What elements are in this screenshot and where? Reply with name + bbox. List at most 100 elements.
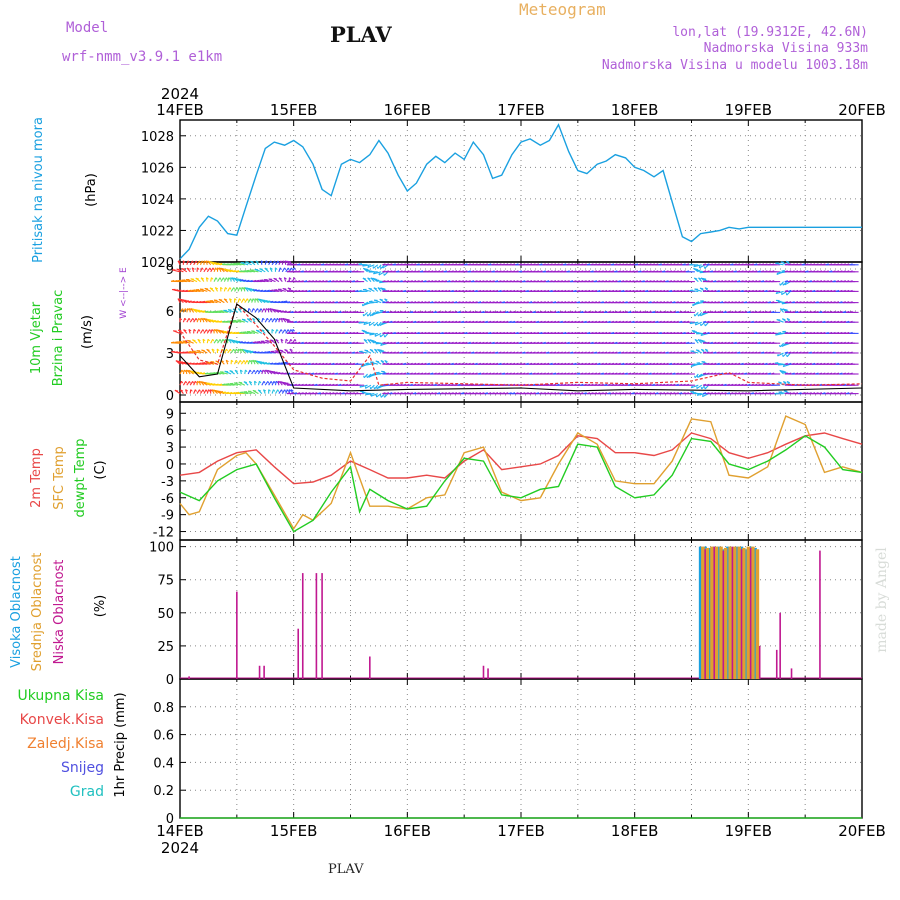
wind-barb bbox=[713, 372, 717, 375]
wind-barb bbox=[257, 317, 261, 321]
wind-barb bbox=[805, 341, 809, 344]
wind-barb bbox=[607, 351, 611, 354]
wind-barb bbox=[815, 362, 819, 365]
wind-barb bbox=[515, 280, 519, 283]
wind-barb bbox=[562, 289, 567, 292]
wind-barb bbox=[805, 289, 809, 292]
wind-barb bbox=[835, 301, 840, 304]
wind-barb bbox=[590, 341, 594, 344]
wind-barb bbox=[545, 392, 550, 395]
wind-barb bbox=[641, 383, 645, 386]
coordinates: lon,lat (19.9312E, 42.6N) bbox=[672, 25, 868, 40]
wind-barb bbox=[692, 363, 702, 366]
wind-barb bbox=[240, 287, 243, 292]
wind-barb bbox=[590, 280, 594, 283]
wind-barb bbox=[747, 301, 751, 304]
wind-barb bbox=[491, 301, 495, 304]
wind-barb bbox=[706, 301, 710, 304]
wind-barb bbox=[182, 381, 187, 386]
wind-barb bbox=[675, 280, 679, 283]
wind-barb bbox=[284, 277, 287, 280]
wind-barb bbox=[730, 341, 734, 344]
wind-barb bbox=[307, 301, 311, 304]
wind-barb bbox=[188, 318, 191, 321]
wind-barb bbox=[811, 310, 816, 313]
wind-barb bbox=[191, 300, 195, 303]
wind-barb bbox=[170, 341, 175, 344]
wind-barb bbox=[204, 287, 209, 290]
wind-barb bbox=[706, 372, 710, 375]
wind-barb bbox=[494, 331, 499, 334]
wind-barb bbox=[354, 362, 359, 365]
wind-barb bbox=[528, 341, 533, 344]
wind-barb bbox=[331, 351, 335, 354]
wind-barb bbox=[624, 280, 628, 283]
wind-barb bbox=[464, 320, 468, 323]
wind-barb bbox=[249, 369, 252, 373]
wind-barb bbox=[232, 391, 236, 394]
wind-barb bbox=[828, 289, 833, 292]
wind-barb bbox=[590, 372, 594, 375]
wind-barb bbox=[440, 280, 444, 283]
wind-barb bbox=[539, 331, 543, 334]
wind-barb bbox=[539, 320, 543, 323]
wind-barb bbox=[385, 301, 389, 304]
wind-barb bbox=[730, 320, 734, 323]
wind-barb bbox=[586, 392, 591, 395]
wind-barb bbox=[580, 372, 584, 375]
wind-barb bbox=[348, 310, 352, 313]
wind-barb bbox=[818, 310, 823, 313]
wind-barb bbox=[426, 392, 430, 395]
wind-barb bbox=[277, 317, 279, 321]
wind-barb bbox=[610, 280, 615, 283]
wind-barb bbox=[368, 300, 373, 303]
wind-barb bbox=[600, 280, 604, 283]
wind-barb bbox=[426, 362, 430, 365]
station-title: PLAV bbox=[330, 22, 392, 47]
wind-barb bbox=[450, 383, 454, 386]
wind-barb bbox=[416, 320, 420, 323]
wind-barb bbox=[484, 289, 488, 292]
wind-barb bbox=[209, 287, 214, 290]
wind-barb bbox=[835, 310, 840, 313]
wind-barb bbox=[740, 372, 744, 375]
wind-barb bbox=[235, 348, 238, 352]
wind-barb bbox=[767, 331, 771, 334]
wind-barb bbox=[822, 301, 826, 304]
wind-barb bbox=[260, 369, 263, 373]
wind-barb bbox=[250, 298, 252, 301]
wind-barb bbox=[846, 301, 850, 304]
wind-barb bbox=[211, 372, 216, 374]
wind-barb bbox=[341, 280, 345, 283]
wind-barb bbox=[760, 392, 765, 395]
wind-barb bbox=[324, 320, 328, 323]
wind-barb bbox=[247, 318, 251, 321]
wind-barb bbox=[351, 320, 355, 323]
wind-barb bbox=[665, 280, 669, 283]
wind-barb bbox=[583, 392, 587, 395]
wind-barb bbox=[648, 341, 652, 344]
wind-barb bbox=[484, 320, 488, 323]
wind-barb bbox=[685, 372, 690, 375]
wind-barb bbox=[440, 362, 444, 365]
wind-barb bbox=[344, 301, 349, 304]
wind-barb bbox=[467, 341, 471, 344]
wind-barb bbox=[239, 331, 243, 334]
wind-barb bbox=[261, 318, 264, 323]
wind-barb bbox=[569, 320, 574, 323]
wind-barb bbox=[648, 351, 652, 354]
wind-barb bbox=[511, 280, 516, 283]
wind-barb bbox=[801, 289, 806, 292]
wind-barb bbox=[372, 372, 376, 376]
wind-barb bbox=[713, 310, 717, 313]
wind-barb bbox=[624, 362, 628, 365]
wind-barb bbox=[460, 301, 465, 304]
wind-barb bbox=[270, 318, 273, 321]
wind-barb bbox=[713, 362, 717, 365]
wind-barb bbox=[569, 372, 574, 375]
wind-barb bbox=[545, 289, 550, 292]
wind-barb bbox=[293, 372, 297, 375]
wind-barb bbox=[464, 331, 468, 334]
wind-barb bbox=[593, 341, 598, 344]
wind-barb bbox=[293, 383, 297, 386]
